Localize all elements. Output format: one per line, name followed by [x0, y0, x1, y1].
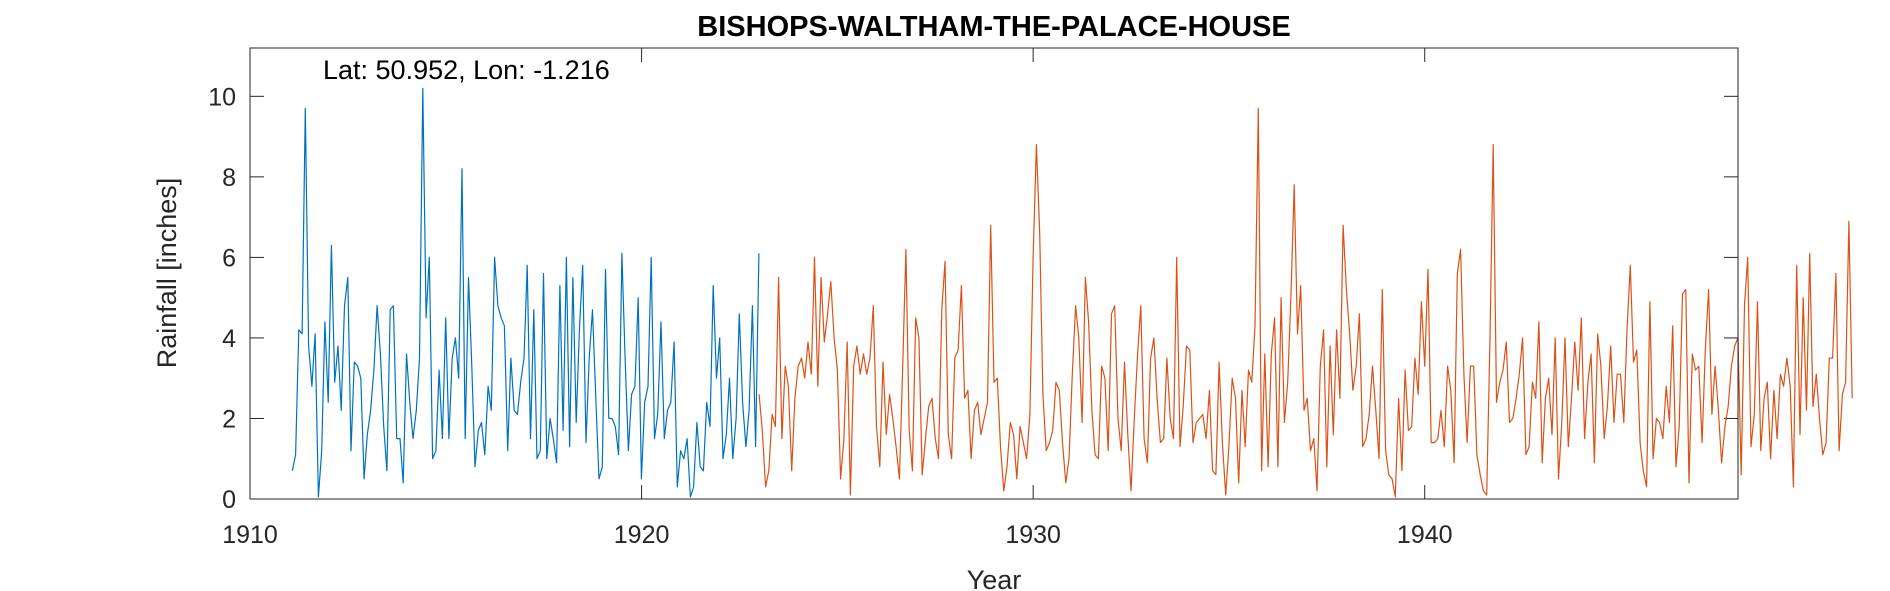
x-tick-label: 1910: [222, 521, 278, 549]
series-line-1: [291, 87, 760, 498]
series-line-2: [758, 107, 1853, 498]
location-annotation: Lat: 50.952, Lon: -1.216: [323, 55, 610, 85]
chart-title: BISHOPS-WALTHAM-THE-PALACE-HOUSE: [697, 11, 1290, 43]
x-axis-label: Year: [967, 565, 1022, 591]
y-tick-labels: 0 2 4 6 8 10: [208, 83, 236, 514]
y-tick-label: 10: [208, 83, 236, 111]
y-tick-label: 8: [222, 164, 236, 192]
x-tick-label: 1930: [1005, 521, 1061, 549]
axis-ticks: [249, 48, 1738, 500]
x-tick-label: 1920: [614, 521, 670, 549]
y-axis-label: Rainfall [inches]: [152, 178, 182, 369]
y-tick-label: 4: [222, 325, 236, 353]
plot-area: [250, 48, 1738, 499]
axes-box: [249, 47, 1739, 500]
y-tick-label: 6: [222, 244, 236, 272]
y-tick-label: 0: [222, 486, 236, 514]
x-tick-label: 1940: [1397, 521, 1453, 549]
series-group: [291, 87, 1853, 498]
x-tick-labels: 1910 1920 1930 1940: [222, 521, 1452, 549]
y-tick-label: 2: [222, 405, 236, 433]
